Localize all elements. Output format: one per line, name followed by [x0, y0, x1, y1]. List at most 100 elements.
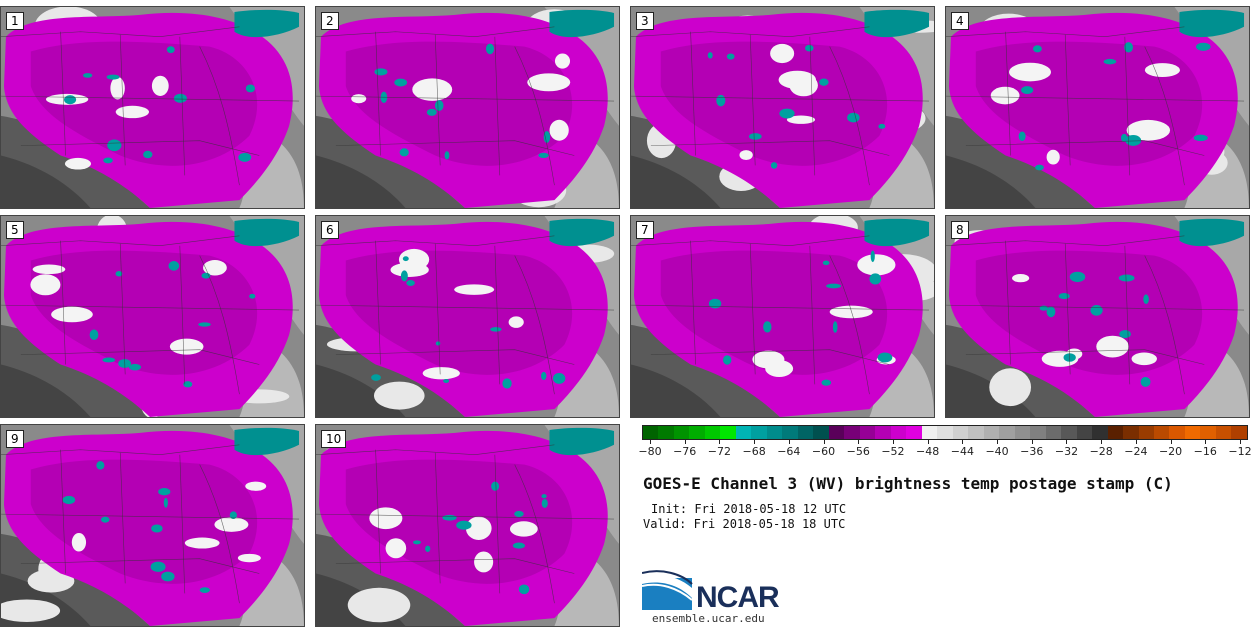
colorbar-tick-label: −44	[950, 445, 974, 458]
temperature-colorbar	[642, 425, 1248, 440]
colorbar-tick-label: −72	[707, 445, 732, 458]
colorbar-bin	[813, 426, 829, 439]
member-number: 6	[321, 221, 339, 239]
colorbar-tick-label: −16	[1193, 445, 1217, 458]
colorbar-bin	[906, 426, 922, 439]
colorbar-tick-label: −20	[1158, 445, 1183, 458]
colorbar-tick-label: −28	[1089, 445, 1113, 458]
colorbar-bin	[1030, 426, 1046, 439]
colorbar-tick-label: −56	[846, 445, 870, 458]
colorbar-tick	[858, 440, 860, 444]
colorbar-tick-label: −36	[1020, 445, 1044, 458]
water-vapor-map	[316, 216, 619, 417]
ncar-logo-text: NCAR	[696, 581, 780, 614]
colorbar-bin	[1138, 426, 1154, 439]
member-number: 9	[6, 430, 24, 448]
colorbar-bin	[983, 426, 1000, 439]
website-url[interactable]: ensemble.ucar.edu	[652, 612, 765, 625]
colorbar-bin	[766, 426, 783, 439]
ncar-logo-icon	[642, 570, 693, 610]
colorbar-bin	[859, 426, 876, 439]
colorbar-bin	[1123, 426, 1139, 439]
member-number: 3	[636, 12, 654, 30]
member-number: 7	[636, 221, 654, 239]
init-time: Init: Fri 2018-05-18 12 UTC	[651, 502, 847, 516]
figure-title: GOES-E Channel 3 (WV) brightness temp po…	[643, 474, 1173, 493]
stamp-panel-10: 10	[315, 424, 620, 627]
colorbar-tick	[1101, 440, 1103, 444]
colorbar-bin	[828, 426, 845, 439]
colorbar-bin	[1061, 426, 1077, 439]
colorbar-tick	[650, 440, 651, 444]
stamp-panel-6: 6	[315, 215, 620, 418]
colorbar-bin	[673, 426, 690, 439]
colorbar-tick-label: −52	[881, 445, 905, 458]
colorbar-bin	[890, 426, 907, 439]
colorbar-bin	[1153, 426, 1170, 439]
colorbar-bin	[1045, 426, 1062, 439]
colorbar-tick	[962, 440, 964, 444]
water-vapor-map	[316, 425, 619, 626]
colorbar-tick-label: −12	[1228, 445, 1252, 458]
colorbar-bin	[782, 426, 798, 439]
water-vapor-map	[631, 7, 934, 208]
colorbar-tick-label: −24	[1124, 445, 1148, 458]
colorbar-bin	[751, 426, 767, 439]
colorbar-bin	[968, 426, 984, 439]
stamp-panel-7: 7	[630, 215, 935, 418]
colorbar-bin	[1014, 426, 1031, 439]
member-number: 8	[951, 221, 969, 239]
member-number: 5	[6, 221, 24, 239]
stamp-panel-4: 4	[945, 6, 1250, 209]
colorbar-tick	[823, 440, 825, 444]
colorbar-bin	[1200, 426, 1216, 439]
member-number: 10	[321, 430, 347, 448]
colorbar-bin	[1092, 426, 1108, 439]
colorbar-bin	[1169, 426, 1185, 439]
colorbar-tick-label: −40	[985, 445, 1009, 458]
colorbar-bin	[844, 426, 860, 439]
colorbar-bin	[735, 426, 752, 439]
colorbar-tick	[1066, 440, 1068, 444]
colorbar-tick	[892, 440, 894, 444]
member-number: 1	[6, 12, 24, 30]
colorbar-bin	[704, 426, 721, 439]
valid-time: Valid: Fri 2018-05-18 18 UTC	[643, 517, 846, 531]
colorbar-tick	[719, 440, 721, 444]
colorbar-tick	[1240, 440, 1241, 444]
colorbar-bin	[1215, 426, 1232, 439]
stamp-panel-8: 8	[945, 215, 1250, 418]
member-number: 4	[951, 12, 969, 30]
colorbar-tick	[1031, 440, 1033, 444]
stamp-panel-3: 3	[630, 6, 935, 209]
colorbar-tick-label: −60	[811, 445, 836, 458]
colorbar-tick	[684, 440, 686, 444]
water-vapor-map	[1, 216, 304, 417]
colorbar-bin	[658, 426, 674, 439]
colorbar-tick	[1135, 440, 1137, 444]
colorbar-bin	[689, 426, 705, 439]
colorbar-tick	[997, 440, 999, 444]
stamp-panel-5: 5	[0, 215, 305, 418]
colorbar-tick	[927, 440, 929, 444]
colorbar-bin	[999, 426, 1015, 439]
colorbar-bin	[797, 426, 814, 439]
stamp-panel-2: 2	[315, 6, 620, 209]
stamp-panel-1: 1	[0, 6, 305, 209]
member-number: 2	[321, 12, 339, 30]
water-vapor-map	[946, 7, 1249, 208]
colorbar-bin	[1076, 426, 1093, 439]
colorbar-tick-label: −32	[1054, 445, 1079, 458]
colorbar-tick	[1205, 440, 1207, 444]
colorbar-tick-label: −76	[673, 445, 697, 458]
colorbar-tick	[754, 440, 756, 444]
colorbar-tick-label: −68	[742, 445, 766, 458]
colorbar-bin	[921, 426, 938, 439]
colorbar-bin	[1107, 426, 1124, 439]
water-vapor-map	[1, 425, 304, 626]
colorbar-tick-label: −48	[916, 445, 940, 458]
colorbar-bin	[720, 426, 736, 439]
water-vapor-map	[946, 216, 1249, 417]
colorbar-tick-label: −64	[777, 445, 801, 458]
colorbar-bin	[937, 426, 953, 439]
